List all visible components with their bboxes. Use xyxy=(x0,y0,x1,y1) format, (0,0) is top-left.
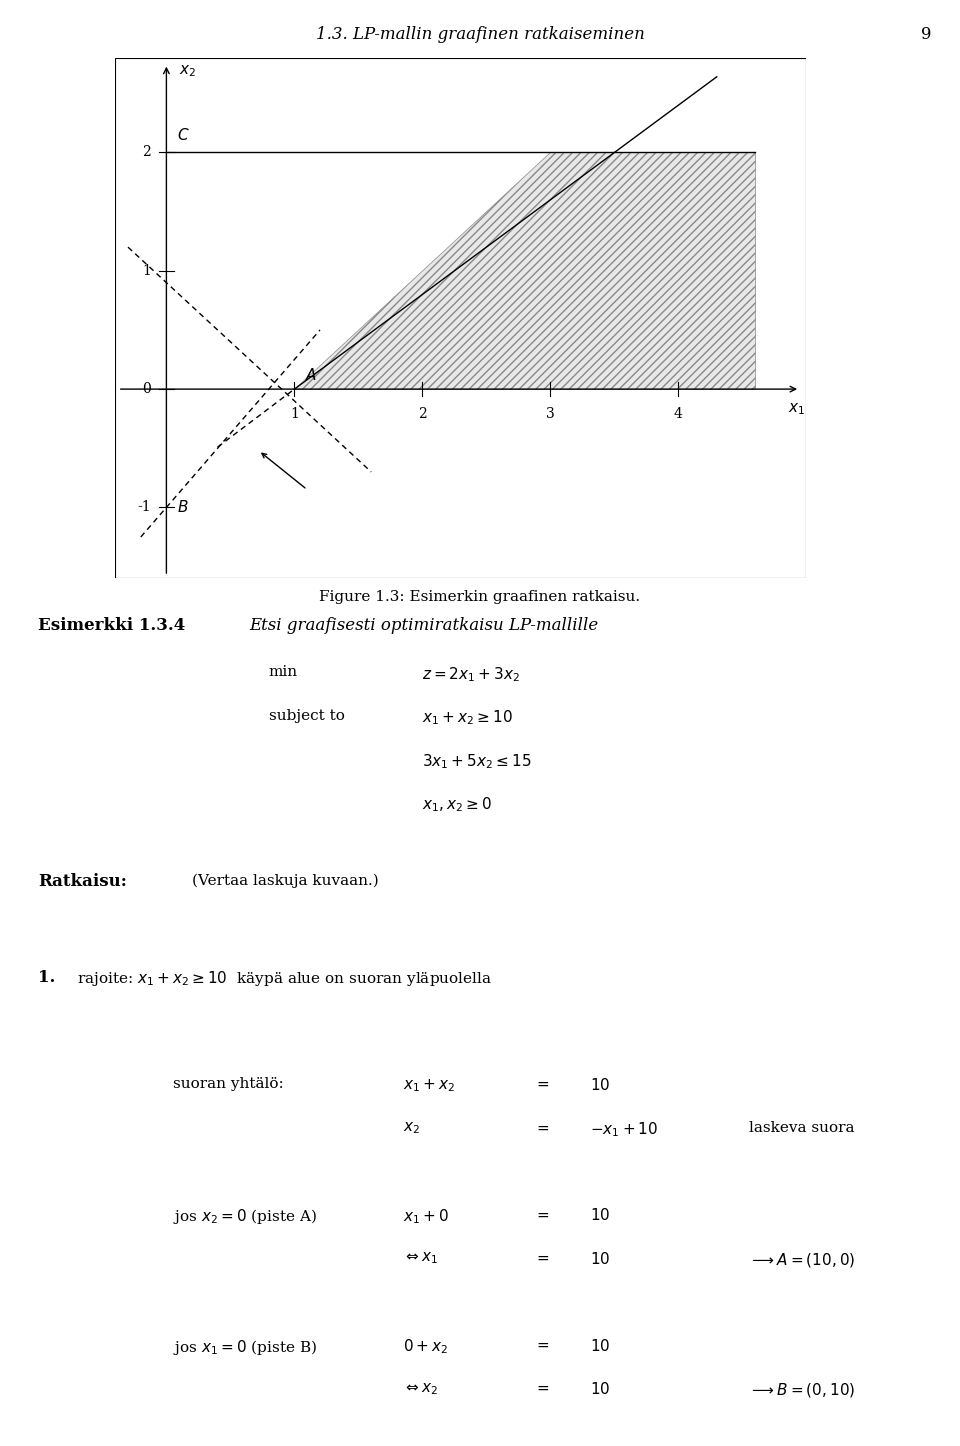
Text: $=$: $=$ xyxy=(535,1338,550,1352)
Text: $x_1 + x_2$: $x_1 + x_2$ xyxy=(403,1077,455,1095)
Text: 1: 1 xyxy=(142,263,151,278)
Text: Figure 1.3: Esimerkin graafinen ratkaisu.: Figure 1.3: Esimerkin graafinen ratkaisu… xyxy=(320,590,640,604)
Text: $z = 2x_1 + 3x_2$: $z = 2x_1 + 3x_2$ xyxy=(422,665,520,684)
Text: jos $x_2 = 0$ (piste A): jos $x_2 = 0$ (piste A) xyxy=(173,1207,317,1226)
Text: suoran yhtälö:: suoran yhtälö: xyxy=(173,1077,283,1092)
Text: 0: 0 xyxy=(142,382,151,396)
Text: $10$: $10$ xyxy=(590,1077,611,1093)
Text: $0 + x_2$: $0 + x_2$ xyxy=(403,1338,448,1356)
Text: $C$: $C$ xyxy=(177,127,189,143)
Text: rajoite: $x_1 + x_2 \geq 10$  käypä alue on suoran yläpuolella: rajoite: $x_1 + x_2 \geq 10$ käypä alue … xyxy=(77,969,492,988)
Text: $x_1$: $x_1$ xyxy=(787,401,804,416)
Text: 3: 3 xyxy=(546,406,555,421)
Text: $3x_1 + 5x_2 \leq 15$: $3x_1 + 5x_2 \leq 15$ xyxy=(422,752,532,771)
Text: $\Leftrightarrow x_2$: $\Leftrightarrow x_2$ xyxy=(403,1381,439,1397)
Text: $x_1 + 0$: $x_1 + 0$ xyxy=(403,1207,449,1226)
Text: subject to: subject to xyxy=(269,709,345,723)
Text: $x_2$: $x_2$ xyxy=(403,1121,420,1137)
Text: $x_1 + x_2 \geq 10$: $x_1 + x_2 \geq 10$ xyxy=(422,709,513,727)
Text: 2: 2 xyxy=(142,146,151,159)
Text: $B$: $B$ xyxy=(177,499,188,515)
Text: 4: 4 xyxy=(674,406,683,421)
Text: $10$: $10$ xyxy=(590,1207,611,1223)
Text: $10$: $10$ xyxy=(590,1381,611,1397)
Text: $\longrightarrow A = (10, 0)$: $\longrightarrow A = (10, 0)$ xyxy=(749,1251,855,1268)
Text: laskeva suora: laskeva suora xyxy=(749,1121,854,1135)
Text: 1.: 1. xyxy=(38,969,56,986)
Text: 1.3. LP-mallin graafinen ratkaiseminen: 1.3. LP-mallin graafinen ratkaiseminen xyxy=(316,26,644,43)
Text: $=$: $=$ xyxy=(535,1077,550,1092)
Text: Ratkaisu:: Ratkaisu: xyxy=(38,873,128,891)
Text: $=$: $=$ xyxy=(535,1121,550,1135)
Text: $A$: $A$ xyxy=(304,367,317,383)
Text: $x_2$: $x_2$ xyxy=(180,64,196,80)
Text: 1: 1 xyxy=(290,406,299,421)
Text: (Vertaa laskuja kuvaan.): (Vertaa laskuja kuvaan.) xyxy=(192,873,379,888)
Text: -1: -1 xyxy=(137,500,151,515)
Text: $x_1, x_2 \geq 0$: $x_1, x_2 \geq 0$ xyxy=(422,795,492,814)
Text: 9: 9 xyxy=(921,26,931,43)
Text: $=$: $=$ xyxy=(535,1207,550,1222)
Text: $\longrightarrow B = (0, 10)$: $\longrightarrow B = (0, 10)$ xyxy=(749,1381,855,1398)
Text: $\Leftrightarrow x_1$: $\Leftrightarrow x_1$ xyxy=(403,1251,439,1267)
Text: Etsi graafisesti optimiratkaisu LP-mallille: Etsi graafisesti optimiratkaisu LP-malli… xyxy=(250,617,599,635)
Text: $=$: $=$ xyxy=(535,1251,550,1265)
Text: $10$: $10$ xyxy=(590,1251,611,1267)
Text: 2: 2 xyxy=(418,406,427,421)
Text: min: min xyxy=(269,665,298,680)
Text: jos $x_1 = 0$ (piste B): jos $x_1 = 0$ (piste B) xyxy=(173,1338,317,1356)
Text: $10$: $10$ xyxy=(590,1338,611,1353)
Text: $-x_1 + 10$: $-x_1 + 10$ xyxy=(590,1121,659,1139)
Text: $=$: $=$ xyxy=(535,1381,550,1395)
Text: Esimerkki 1.3.4: Esimerkki 1.3.4 xyxy=(38,617,185,635)
